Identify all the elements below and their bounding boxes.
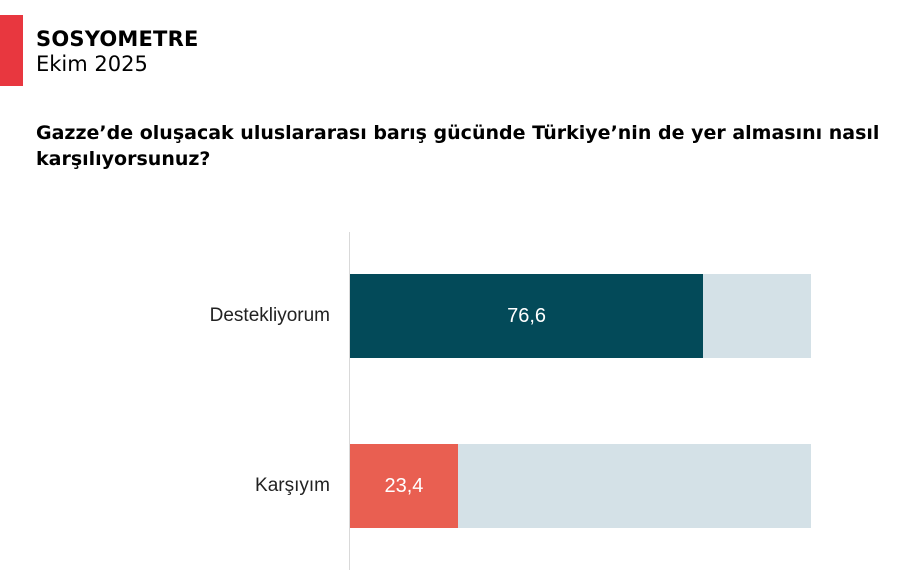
data-label: 76,6 <box>507 304 547 327</box>
category-label: Destekliyorum <box>209 305 330 326</box>
category-axis-line <box>349 232 350 570</box>
chart-title: Gazze’de oluşacak uluslararası barış güc… <box>36 122 880 170</box>
brand-name: SOSYOMETRE <box>36 27 199 51</box>
bar: 23,4 <box>350 444 458 528</box>
data-label: 23,4 <box>384 474 424 497</box>
bar-track: 23,4 <box>350 444 811 528</box>
bar-track: 76,6 <box>350 274 811 358</box>
brand-accent-bar <box>0 15 23 86</box>
survey-date: Ekim 2025 <box>36 52 148 76</box>
category-label: Karşıyım <box>255 475 330 496</box>
bar: 76,6 <box>350 274 704 358</box>
